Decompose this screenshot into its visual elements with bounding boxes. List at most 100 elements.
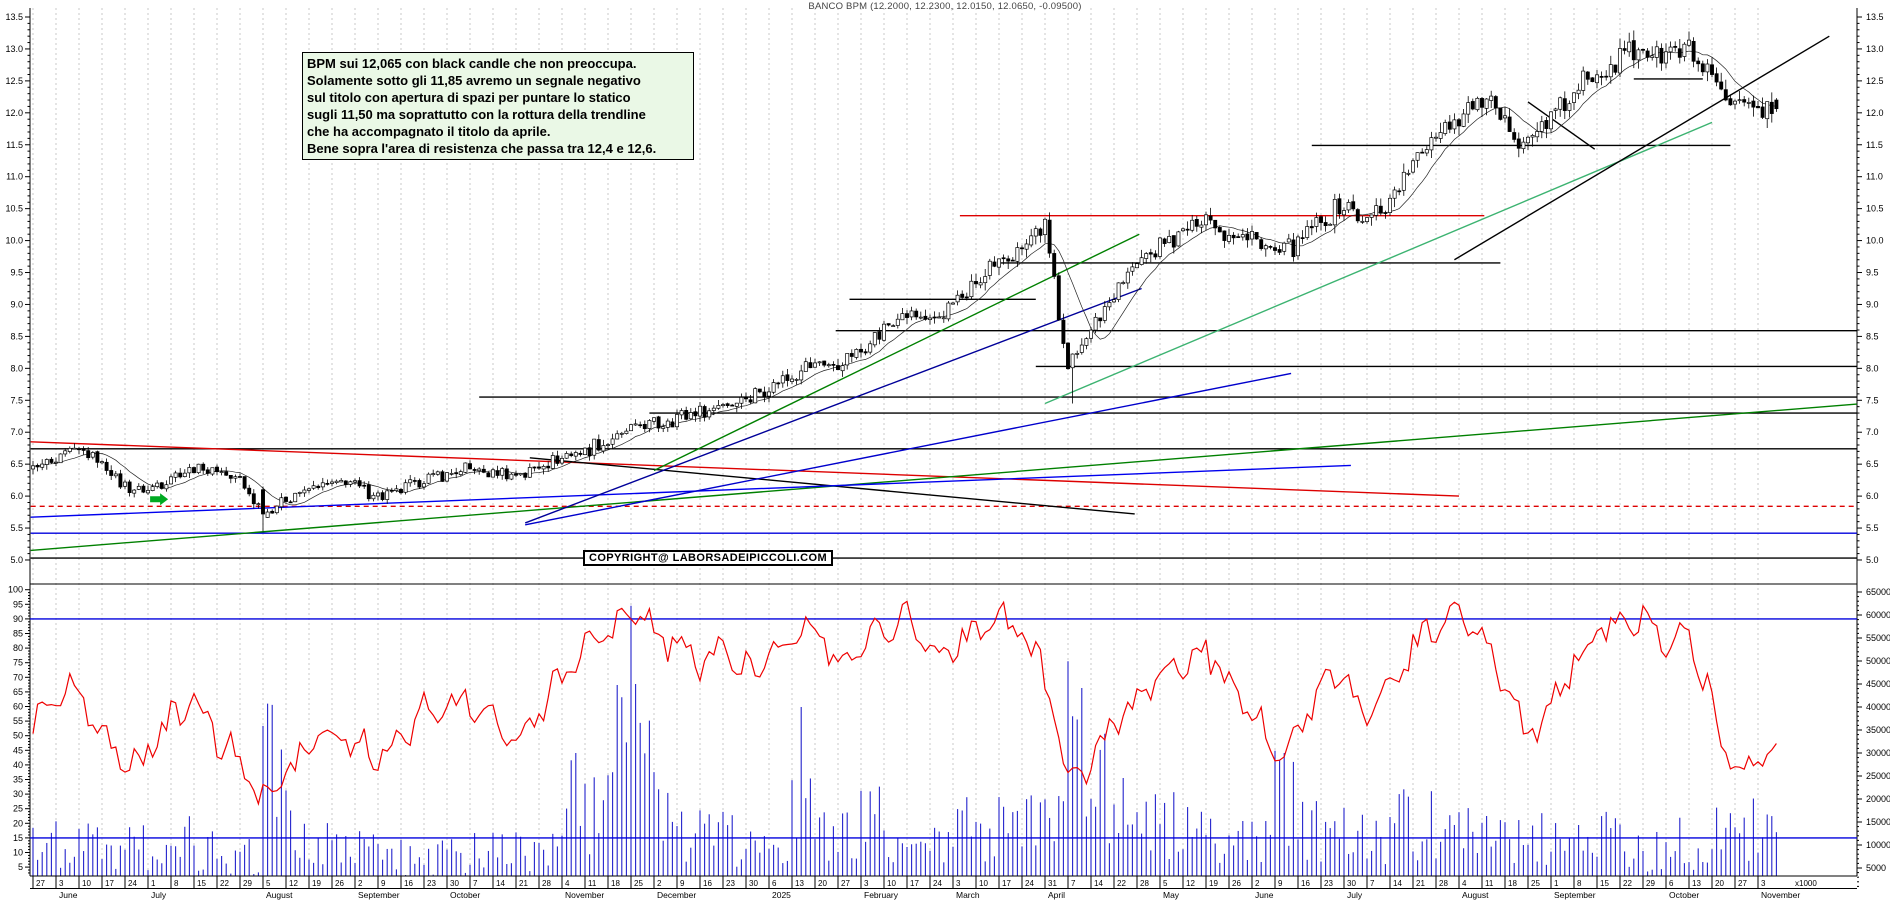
candle [1535,131,1540,138]
volume-bars [32,605,1777,876]
price-tick-right: 12.0 [1866,108,1884,118]
candle [711,407,716,411]
month-label: August [1462,890,1489,900]
candle [978,282,983,286]
day-label: 3 [864,879,869,888]
candle [113,473,118,477]
day-label: 30 [450,879,459,888]
candle [481,468,486,473]
candle [371,494,376,500]
price-tick-right: 9.5 [1866,268,1879,278]
candle [1769,101,1774,114]
candle [826,364,831,367]
candle [196,463,201,474]
candle [1682,43,1687,57]
candle [1314,217,1319,227]
candle [1604,75,1609,78]
day-label: 8 [1577,879,1582,888]
day-label: 27 [1738,879,1747,888]
day-label: 12 [1186,879,1195,888]
candle [1020,247,1024,250]
candle [1452,119,1457,130]
candle [1618,48,1622,74]
candle [54,461,58,464]
candle [1158,237,1162,257]
candle [1438,132,1443,139]
candle [822,360,827,366]
candle [58,453,63,464]
candle [615,433,620,440]
candle [992,261,997,267]
price-tick-left: 5.5 [10,523,23,533]
day-label: 16 [703,879,712,888]
candle [141,485,146,493]
candle [656,416,661,429]
day-label: 2 [358,879,363,888]
candle [716,405,721,409]
candle [123,481,127,487]
candle [1231,234,1236,239]
candle [440,471,445,482]
candle [624,430,629,434]
month-label: February [864,890,899,900]
rsi-tick: 70 [13,672,23,682]
candle [81,448,86,451]
candle [868,343,873,353]
candle [1673,46,1678,48]
trendline [30,441,1460,497]
green-arrow-marker [150,493,169,506]
annotation-line: sul titolo con apertura di spazi per pun… [307,90,631,105]
day-label: 3 [59,879,64,888]
candle [334,480,339,484]
candle [734,402,739,407]
candle [1135,263,1139,269]
candle [1121,282,1126,284]
candle [974,281,978,285]
candle [205,469,210,474]
candle [380,492,385,500]
candle [417,480,422,488]
candle [941,317,946,320]
month-label: April [1048,890,1065,900]
candle [1199,224,1204,228]
month-label: September [1554,890,1596,900]
candle [1480,98,1484,108]
candle [265,511,270,518]
candle [1415,152,1420,161]
candle [173,472,178,478]
candle [233,476,238,479]
day-label: 25 [1531,879,1540,888]
month-label: June [1255,890,1274,900]
candle [1608,64,1613,78]
candle [1429,137,1434,151]
day-label: 22 [1117,879,1126,888]
day-label: 22 [1623,879,1632,888]
candle [1742,99,1747,103]
candle [238,476,242,478]
candle [1222,230,1227,241]
price-tick-left: 6.0 [10,491,23,501]
candle [1613,64,1618,73]
candle [224,471,229,476]
volume-tick: 35000 [1866,725,1890,735]
volume-tick: 10000 [1866,840,1890,850]
candle [1102,306,1107,321]
candle [1360,220,1365,223]
candle [877,331,882,340]
candle [642,423,647,430]
candle [274,505,279,514]
date-axis [32,876,1759,889]
candle [1323,222,1328,227]
candle [1760,106,1765,118]
day-label: 14 [496,879,505,888]
candle [541,465,546,470]
candle [1558,97,1563,110]
candle [537,466,541,469]
candle [1277,249,1282,253]
day-label: 29 [243,879,252,888]
candle [1668,46,1673,53]
month-label: March [956,890,980,900]
candle [987,260,992,276]
candle [803,361,808,372]
candle [1645,50,1650,58]
